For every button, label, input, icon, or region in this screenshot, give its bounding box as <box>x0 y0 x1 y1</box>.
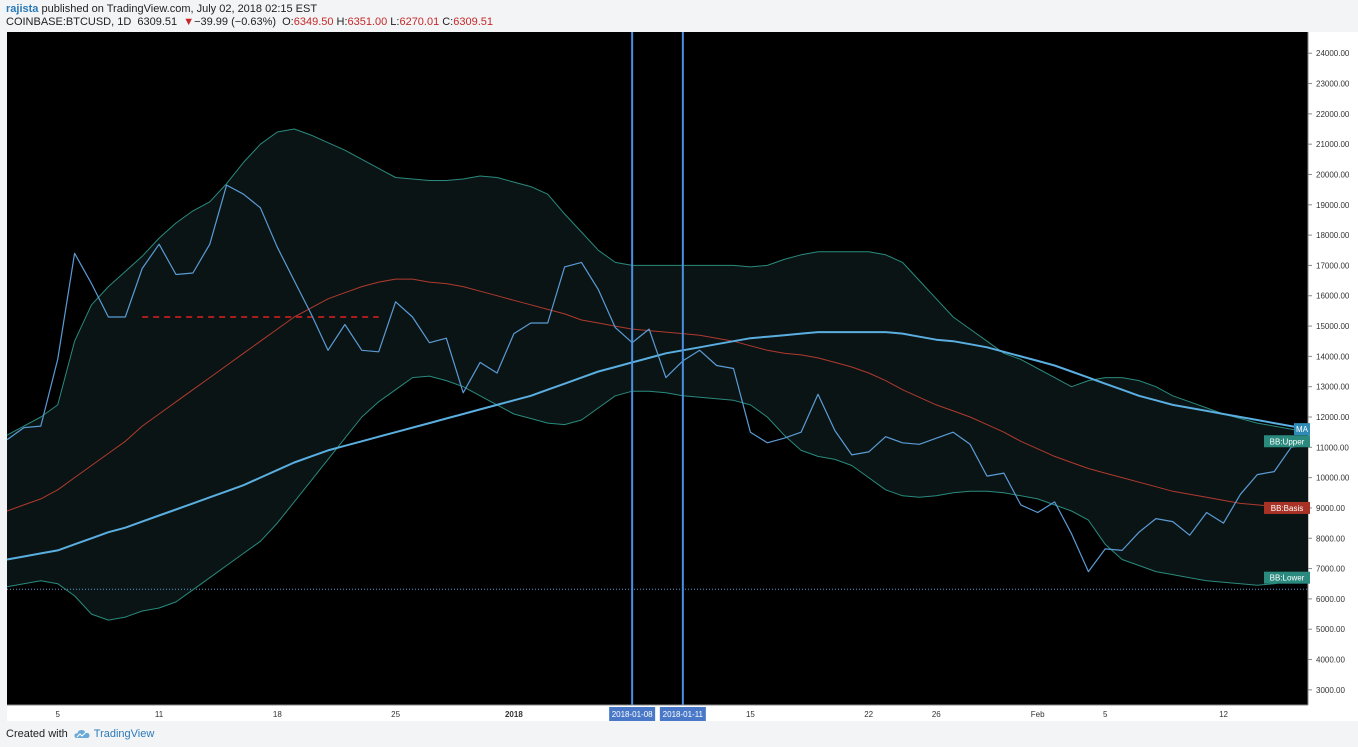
created-with-text: Created with <box>6 728 68 740</box>
y-tick-label: 10000.00 <box>1316 474 1350 483</box>
vertical-marker-date-box <box>659 707 706 721</box>
low-value: 6270.01 <box>399 16 440 28</box>
y-tick-label: 17000.00 <box>1316 261 1350 270</box>
close-value: 6309.51 <box>453 16 493 28</box>
y-tick-label: 19000.00 <box>1316 201 1350 210</box>
publish-text: published on TradingView.com, July 02, 2… <box>41 3 318 15</box>
series-label-box <box>1264 501 1310 514</box>
tradingview-link[interactable]: TradingView <box>74 728 155 740</box>
low-label: L: <box>390 16 400 28</box>
y-tick-label: 12000.00 <box>1316 413 1350 422</box>
y-tick-label: 3000.00 <box>1316 686 1345 695</box>
tradingview-cloud-icon <box>74 730 90 738</box>
y-tick-label: 14000.00 <box>1316 352 1350 361</box>
x-tick-label: 26 <box>932 710 941 719</box>
x-tick-label: 22 <box>864 710 873 719</box>
series-label-bbbasis: BB:Basis <box>1264 501 1310 514</box>
author-link[interactable]: rajista <box>6 3 39 15</box>
y-tick-label: 8000.00 <box>1316 534 1345 543</box>
x-tick-label: 11 <box>155 710 164 719</box>
y-tick-label: 16000.00 <box>1316 292 1350 301</box>
price-change: −39.99 (−0.63%) <box>194 16 277 28</box>
x-tick-label: 12 <box>1219 710 1228 719</box>
down-arrow-icon: ▼ <box>183 16 195 28</box>
series-label-text: BB:Lower <box>1270 574 1305 583</box>
series-label-text: BB:Basis <box>1271 504 1303 513</box>
series-label-ma: MA <box>1294 423 1310 436</box>
vertical-marker-date-label: 2018-01-11 <box>663 710 704 719</box>
y-tick-label: 21000.00 <box>1316 140 1350 149</box>
close-label: C: <box>442 16 454 28</box>
bb-upper-line <box>6 128 1309 436</box>
series-label-text: BB:Upper <box>1270 437 1305 446</box>
last-price: 6309.51 <box>137 16 178 28</box>
tradingview-brand: TradingView <box>93 728 155 740</box>
series-label-bbupper: BB:Upper <box>1264 435 1310 448</box>
y-tick-label: 9000.00 <box>1316 504 1345 513</box>
series-label-box <box>1264 571 1310 584</box>
y-tick-label: 20000.00 <box>1316 170 1350 179</box>
vertical-marker-date-box <box>609 707 656 721</box>
y-tick-label: 22000.00 <box>1316 110 1350 119</box>
x-tick-label: 5 <box>55 710 60 719</box>
series-label-text: MA <box>1296 425 1309 434</box>
y-tick-label: 11000.00 <box>1316 443 1349 452</box>
y-tick-label: 24000.00 <box>1316 49 1350 58</box>
open-label: O: <box>282 16 294 28</box>
y-tick-label: 4000.00 <box>1316 656 1345 665</box>
y-tick-label: 23000.00 <box>1316 80 1350 89</box>
x-tick-label: 2018 <box>505 710 523 719</box>
series-label-box <box>1294 423 1310 436</box>
y-axis-strip <box>1308 32 1358 705</box>
x-tick-label: 25 <box>391 710 400 719</box>
ma-line <box>6 331 1309 561</box>
y-tick-label: 15000.00 <box>1316 322 1350 331</box>
price-line <box>6 184 1309 573</box>
series-label-box <box>1264 435 1310 448</box>
symbol-info: COINBASE:BTCUSD, 1D 6309.51 ▼−39.99 (−0.… <box>6 16 493 30</box>
x-tick-label: 18 <box>273 710 282 719</box>
y-tick-label: 7000.00 <box>1316 565 1345 574</box>
bollinger-band-fill <box>7 129 1308 621</box>
high-value: 6351.00 <box>347 16 388 28</box>
y-tick-label: 18000.00 <box>1316 231 1350 240</box>
high-label: H: <box>336 16 348 28</box>
y-tick-label: 5000.00 <box>1316 625 1345 634</box>
symbol-label: COINBASE:BTCUSD, 1D <box>6 16 132 28</box>
footer: Created with TradingView <box>6 728 154 740</box>
open-value: 6349.50 <box>293 16 334 28</box>
x-tick-label: 5 <box>1103 710 1108 719</box>
x-tick-label: 15 <box>746 710 755 719</box>
y-tick-label: 13000.00 <box>1316 383 1350 392</box>
bb-lower-line <box>6 375 1309 621</box>
y-tick-label: 6000.00 <box>1316 595 1345 604</box>
x-tick-label: Feb <box>1031 710 1045 719</box>
series-label-bblower: BB:Lower <box>1264 571 1310 584</box>
publish-info: rajista published on TradingView.com, Ju… <box>6 3 317 17</box>
bb-basis-line <box>6 278 1308 512</box>
vertical-marker-date-label: 2018-01-08 <box>612 710 653 719</box>
